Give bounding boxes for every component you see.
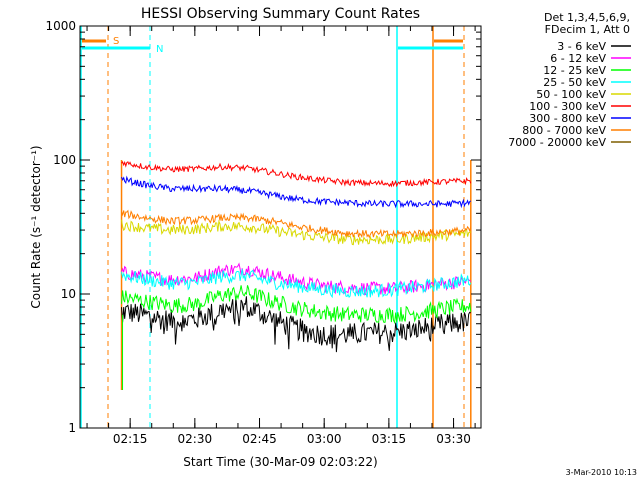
x-tick-label-0245: 02:45 (242, 432, 277, 446)
legend-header-1: FDecim 1, Att 0 (545, 23, 630, 36)
x-tick-label-0315: 03:15 (372, 432, 407, 446)
plot-frame (79, 25, 482, 429)
x-tick-label-0300: 03:00 (307, 432, 342, 446)
series-line-12-25keV (121, 285, 472, 325)
legend-label-3: 25 - 50 keV (543, 76, 606, 89)
legend-label-5: 100 - 300 keV (529, 100, 606, 113)
legend-label-7: 800 - 7000 keV (522, 124, 606, 137)
series-line-3-6keV (121, 296, 472, 353)
y-tick-label-1000: 1000 (45, 19, 76, 33)
legend-label-2: 12 - 25 keV (543, 64, 606, 77)
legend-label-0: 3 - 6 keV (557, 40, 606, 53)
y-tick-label-10: 10 (61, 287, 76, 301)
legend-header-0: Det 1,3,4,5,6,9, (544, 11, 630, 24)
y-tick-label-1: 1 (68, 421, 76, 435)
series-line-800-7000keV (121, 209, 472, 239)
flag-label-s: S (113, 36, 119, 47)
legend-label-1: 6 - 12 keV (550, 52, 606, 65)
legend-label-4: 50 - 100 keV (536, 88, 606, 101)
x-tick-label-0330: 03:30 (436, 432, 471, 446)
series-line-300-800keV (121, 175, 472, 209)
series-line-6-12keV (121, 262, 472, 296)
series-line-100-300keV (121, 160, 472, 188)
x-axis-label: Start Time (30-Mar-09 02:03:22) (183, 455, 377, 469)
chart-title: HESSI Observing Summary Count Rates (141, 6, 420, 22)
series-line-25-50keV (121, 268, 472, 299)
legend-label-6: 300 - 800 keV (529, 112, 606, 125)
y-axis-label: Count Rate (s⁻¹ detector⁻¹) (29, 145, 43, 308)
footer-date: 3-Mar-2010 10:13 (566, 468, 637, 477)
x-tick-label-0215: 02:15 (113, 432, 148, 446)
flag-label-n: N (156, 44, 163, 55)
y-tick-label-100: 100 (53, 153, 76, 167)
legend-label-8: 7000 - 20000 keV (508, 136, 606, 149)
x-tick-label-0230: 02:30 (178, 432, 213, 446)
